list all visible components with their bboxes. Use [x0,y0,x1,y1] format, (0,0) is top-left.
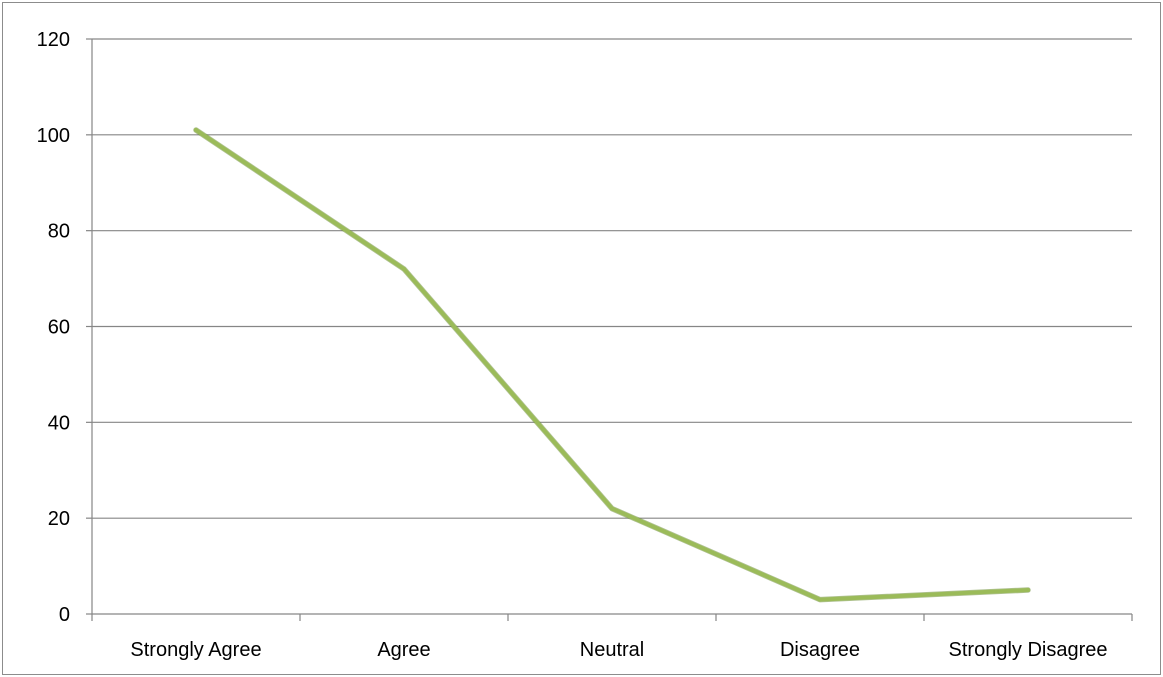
x-tick-label: Disagree [780,639,860,661]
y-tick-label: 40 [48,412,70,434]
y-tick-label: 60 [48,317,70,339]
data-point-strongly-disagree [1026,588,1030,593]
y-tick-label: 20 [48,508,70,530]
data-point-disagree [818,597,822,602]
y-tick-label: 0 [59,604,70,626]
gridlines [92,38,1132,519]
axes [86,38,1133,621]
x-tick-label: Agree [377,639,430,661]
tick-labels: 0 20 40 60 80 100 120 Strongly Agree Agree Neutra… [37,29,1108,661]
data-point-agree [402,267,406,271]
x-tick-label: Strongly Disagree [949,639,1108,661]
y-tick-label: 100 [37,125,70,147]
y-tick-label: 120 [37,29,70,51]
y-tick-label: 80 [48,221,70,243]
data-point-neutral [610,506,614,511]
x-tick-label: Neutral [580,639,644,661]
data-point-strongly-agree [194,128,198,133]
series-line-shadow [193,127,1031,603]
x-tick-label: Strongly Agree [130,639,261,661]
series-line [194,128,1030,602]
series-layer [193,127,1031,603]
